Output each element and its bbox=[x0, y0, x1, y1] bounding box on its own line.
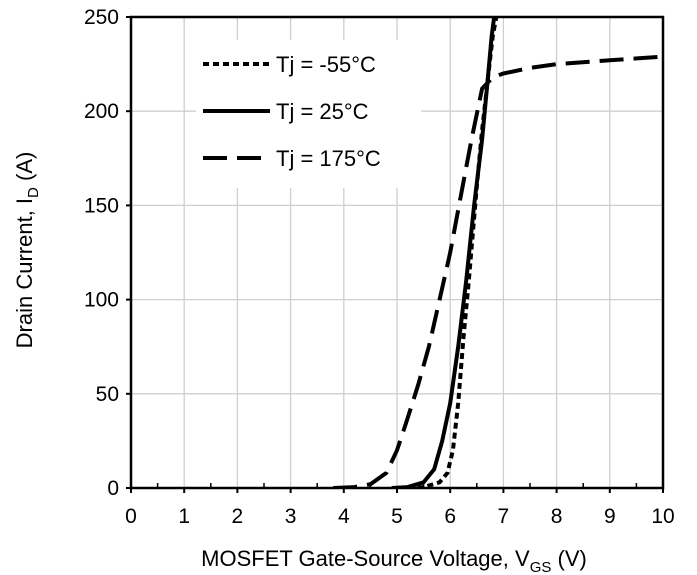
x-tick-label: 4 bbox=[338, 505, 350, 528]
y-axis-title-unit: (A) bbox=[12, 152, 37, 187]
x-axis-title: MOSFET Gate-Source Voltage, VGS (V) bbox=[201, 546, 587, 575]
x-tick-label: 2 bbox=[232, 505, 244, 528]
y-tick-label: 200 bbox=[84, 100, 119, 123]
legend-label-0: Tj = -55°C bbox=[276, 52, 376, 77]
x-tick-label: 10 bbox=[651, 505, 674, 528]
x-tick-label: 7 bbox=[498, 505, 510, 528]
x-tick-label: 8 bbox=[551, 505, 563, 528]
y-tick-label: 100 bbox=[84, 289, 119, 312]
series-line-2 bbox=[333, 54, 663, 488]
x-tick-label: 6 bbox=[444, 505, 456, 528]
x-axis-title-unit: (V) bbox=[551, 546, 586, 571]
series-line-0 bbox=[407, 17, 499, 488]
y-tick-label: 150 bbox=[84, 194, 119, 217]
y-axis-title-main: Drain Current, I bbox=[12, 198, 37, 348]
x-tick-label: 3 bbox=[285, 505, 297, 528]
x-tick-label: 1 bbox=[178, 505, 190, 528]
x-tick-label: 5 bbox=[391, 505, 403, 528]
x-tick-label: 0 bbox=[125, 505, 137, 528]
y-axis-title-sub: D bbox=[25, 187, 42, 198]
y-tick-label: 0 bbox=[107, 477, 119, 500]
series-curves bbox=[333, 17, 663, 488]
y-axis-title: Drain Current, ID (A) bbox=[12, 152, 42, 349]
y-axis-ticks: 0 50 100 150 200 250 bbox=[84, 6, 131, 500]
legend-label-2: Tj = 175°C bbox=[276, 146, 381, 171]
x-axis-title-sub: GS bbox=[530, 559, 552, 575]
legend-label-1: Tj = 25°C bbox=[276, 99, 369, 124]
x-axis-title-main: MOSFET Gate-Source Voltage, V bbox=[201, 546, 530, 571]
y-tick-label: 250 bbox=[84, 6, 119, 29]
y-tick-label: 50 bbox=[96, 383, 119, 406]
x-tick-label: 9 bbox=[604, 505, 616, 528]
legend: Tj = -55°C Tj = 25°C Tj = 175°C bbox=[196, 40, 421, 188]
x-axis-ticks: 0 1 2 3 4 5 6 7 8 9 10 bbox=[125, 483, 675, 528]
